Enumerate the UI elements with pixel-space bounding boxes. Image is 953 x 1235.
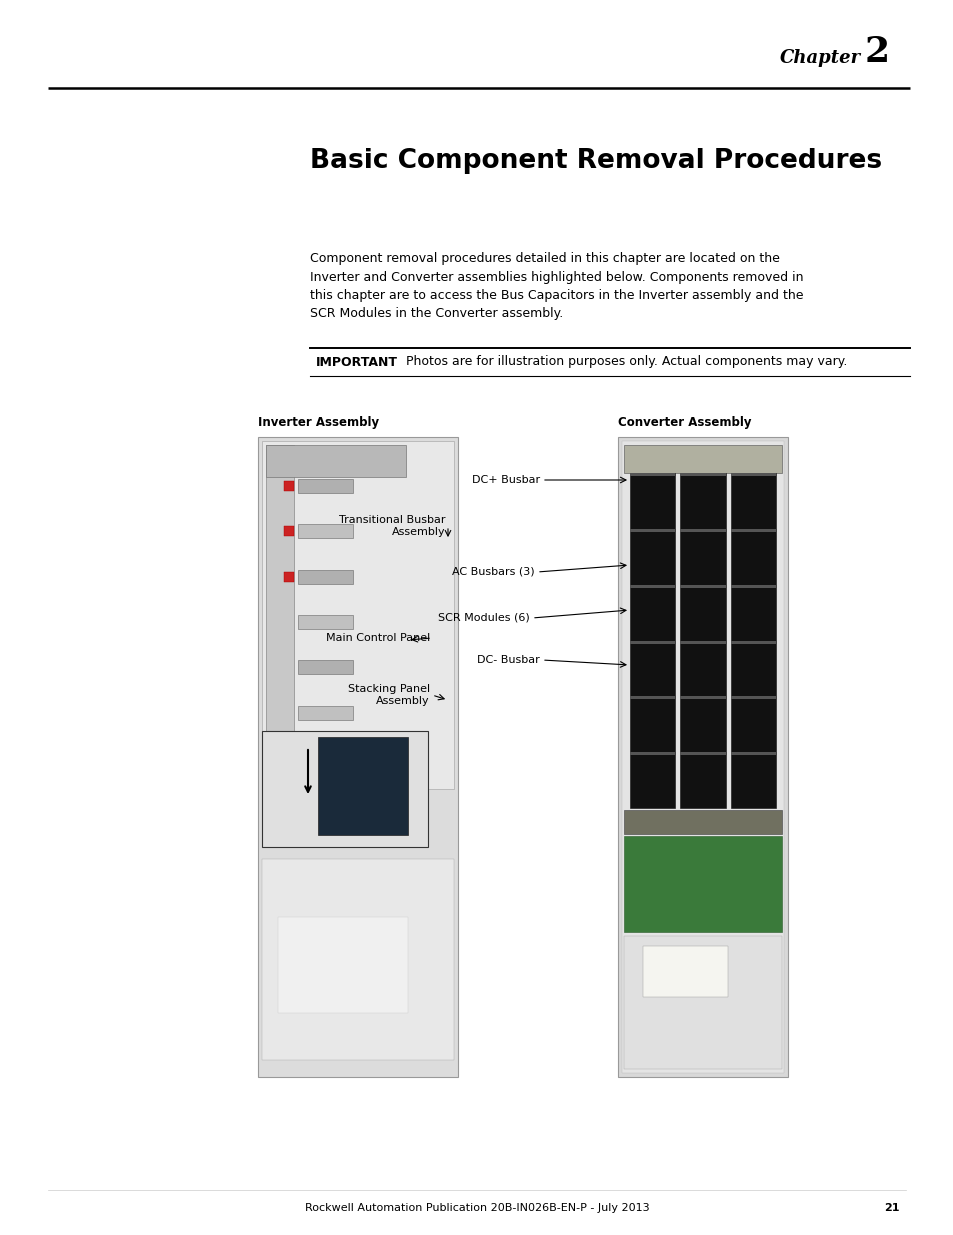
Bar bbox=[730, 529, 775, 532]
Bar bbox=[679, 473, 725, 475]
Text: SCR Modules (6): SCR Modules (6) bbox=[437, 613, 530, 622]
Bar bbox=[266, 445, 294, 781]
Text: Converter Assembly: Converter Assembly bbox=[618, 416, 751, 429]
Bar bbox=[629, 641, 675, 643]
Bar bbox=[262, 860, 454, 1060]
Bar bbox=[284, 526, 294, 536]
Bar bbox=[297, 661, 353, 674]
Text: Chapter: Chapter bbox=[780, 49, 861, 67]
Bar bbox=[679, 641, 725, 643]
Bar bbox=[679, 584, 725, 588]
Bar bbox=[297, 569, 353, 584]
Bar bbox=[730, 473, 775, 808]
Text: Main Control Panel: Main Control Panel bbox=[325, 634, 430, 643]
Bar bbox=[623, 810, 781, 834]
Text: 21: 21 bbox=[883, 1203, 899, 1213]
Text: AC Busbars (3): AC Busbars (3) bbox=[452, 567, 535, 577]
Bar bbox=[297, 525, 353, 538]
Bar bbox=[297, 479, 353, 493]
Bar bbox=[297, 705, 353, 720]
Bar bbox=[629, 529, 675, 532]
Text: Basic Component Removal Procedures: Basic Component Removal Procedures bbox=[310, 148, 882, 174]
Text: Rockwell Automation Publication 20B-IN026B-EN-P - July 2013: Rockwell Automation Publication 20B-IN02… bbox=[304, 1203, 649, 1213]
Bar bbox=[297, 751, 353, 764]
Bar bbox=[629, 752, 675, 756]
Text: 2: 2 bbox=[864, 35, 889, 69]
Text: Stacking Panel
Assembly: Stacking Panel Assembly bbox=[348, 684, 430, 706]
Bar bbox=[297, 615, 353, 629]
Bar bbox=[730, 641, 775, 643]
Bar bbox=[679, 529, 725, 532]
Bar bbox=[284, 572, 294, 582]
Bar bbox=[629, 697, 675, 699]
Text: DC+ Busbar: DC+ Busbar bbox=[472, 475, 539, 485]
Bar bbox=[629, 473, 675, 475]
Bar bbox=[629, 473, 675, 808]
Bar bbox=[266, 445, 406, 477]
Bar bbox=[623, 936, 781, 1070]
Bar bbox=[257, 437, 457, 1077]
Bar bbox=[730, 697, 775, 699]
Text: Transitional Busbar
Assembly: Transitional Busbar Assembly bbox=[339, 515, 446, 537]
Text: Inverter Assembly: Inverter Assembly bbox=[257, 416, 378, 429]
Bar bbox=[730, 752, 775, 756]
Bar bbox=[621, 441, 783, 1073]
Bar bbox=[679, 697, 725, 699]
Text: DC- Busbar: DC- Busbar bbox=[476, 655, 539, 664]
Text: IMPORTANT: IMPORTANT bbox=[315, 356, 397, 368]
Bar bbox=[262, 441, 454, 789]
Bar bbox=[262, 731, 428, 847]
Bar bbox=[277, 918, 408, 1013]
Bar bbox=[284, 480, 294, 492]
Bar bbox=[643, 946, 728, 998]
Bar bbox=[730, 584, 775, 588]
Text: Photos are for illustration purposes only. Actual components may vary.: Photos are for illustration purposes onl… bbox=[406, 356, 846, 368]
Bar bbox=[317, 737, 408, 835]
Bar bbox=[618, 437, 787, 1077]
Bar bbox=[623, 445, 781, 473]
Bar bbox=[679, 473, 725, 808]
Text: Component removal procedures detailed in this chapter are located on the
Inverte: Component removal procedures detailed in… bbox=[310, 252, 802, 321]
Bar bbox=[629, 584, 675, 588]
Bar bbox=[679, 752, 725, 756]
Bar bbox=[623, 836, 781, 932]
Bar bbox=[730, 473, 775, 475]
